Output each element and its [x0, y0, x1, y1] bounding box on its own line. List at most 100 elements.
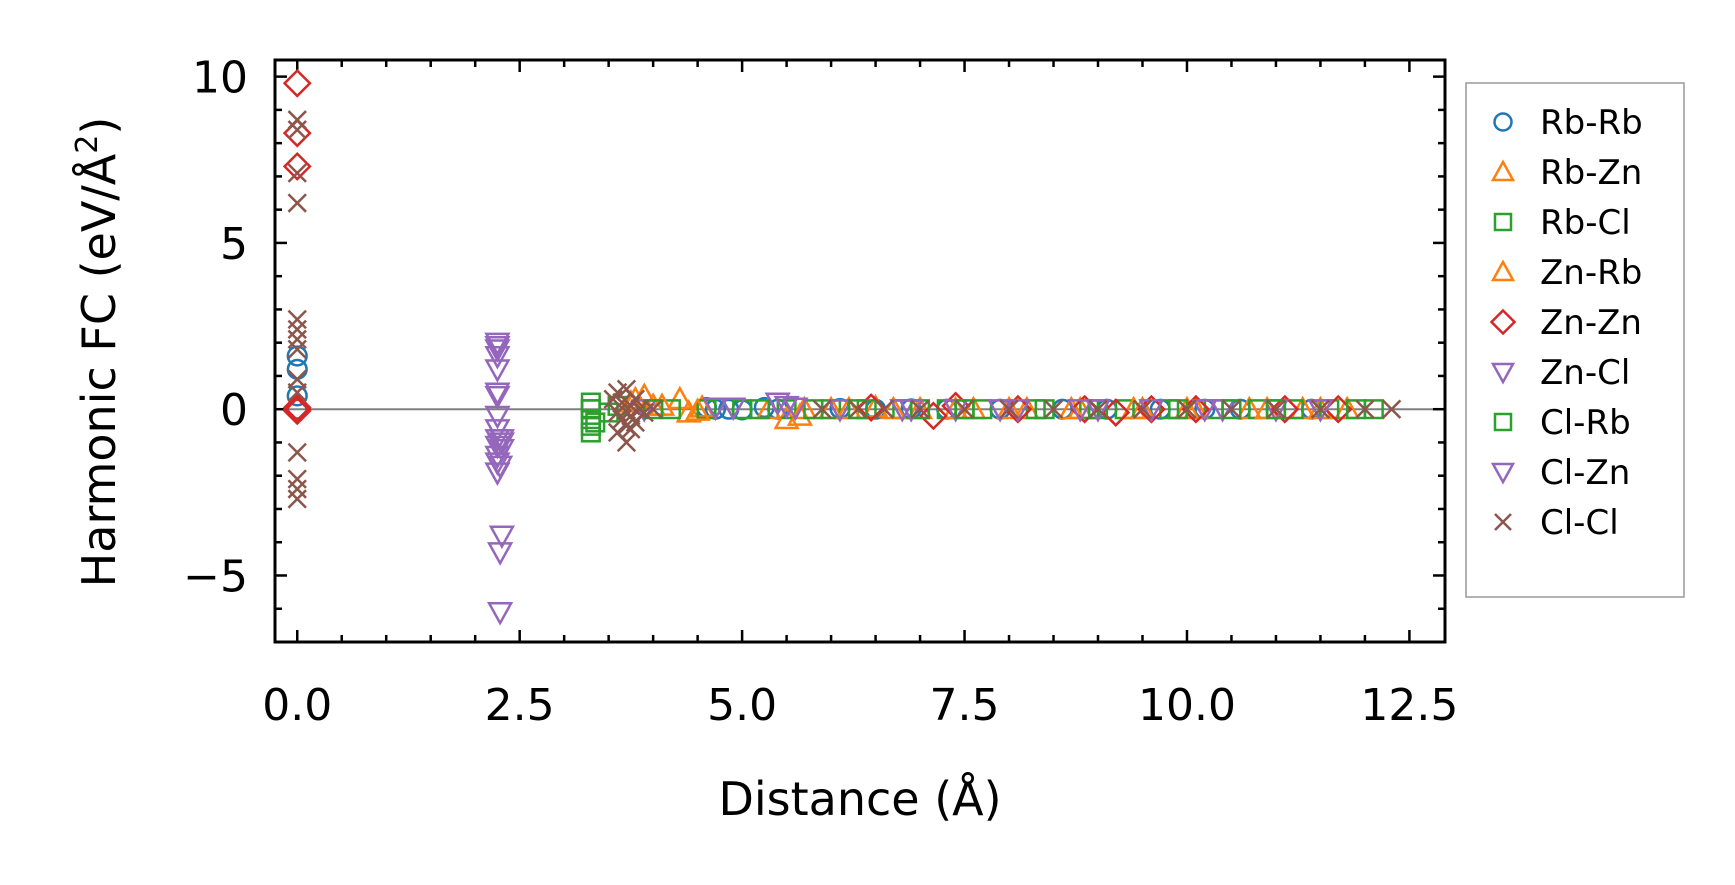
legend-marker — [1490, 362, 1516, 385]
y-axis-title-main: Harmonic FC (eV/Å — [72, 153, 126, 587]
plot-frame — [273, 58, 1447, 644]
data-point — [1177, 399, 1197, 419]
x-tick-label: 7.5 — [930, 680, 1000, 731]
data-point — [486, 542, 514, 566]
legend-marker — [1490, 259, 1516, 282]
data-point — [287, 382, 307, 403]
x-axis-title: Distance (Å) — [718, 772, 1001, 826]
data-point — [580, 399, 601, 420]
data-point — [484, 339, 511, 363]
data-point — [286, 345, 308, 367]
data-point — [287, 339, 307, 360]
series-cl-cl — [287, 110, 1402, 509]
series-rb-zn — [617, 382, 1361, 430]
data-point — [488, 429, 516, 453]
data-point — [918, 401, 948, 431]
y-tick-label: 0 — [220, 385, 248, 436]
data-point — [1182, 395, 1209, 420]
legend-marker — [1493, 412, 1513, 432]
data-point — [621, 419, 641, 439]
y-tick-label: −5 — [183, 551, 248, 602]
data-point — [999, 399, 1019, 419]
data-point — [484, 385, 511, 410]
data-point — [287, 120, 307, 140]
legend-entry: Cl-Rb — [1493, 403, 1631, 443]
data-point — [287, 110, 307, 130]
data-point — [282, 396, 312, 426]
data-point — [643, 399, 664, 420]
data-point — [1265, 399, 1287, 420]
ticks — [275, 60, 1445, 644]
series-cl-rb — [580, 399, 1367, 436]
data-point — [749, 399, 770, 420]
legend-entry: Rb-Zn — [1490, 153, 1642, 193]
data-point — [488, 432, 516, 457]
data-point — [1088, 399, 1108, 419]
x-tick-label: 0.0 — [262, 680, 332, 731]
legend-marker — [1490, 462, 1516, 485]
y-tick-label: 5 — [220, 219, 248, 270]
x-tick-label: 5.0 — [707, 680, 777, 731]
data-point — [1307, 399, 1334, 423]
data-point — [287, 469, 307, 489]
y-tick-label: 10 — [192, 53, 248, 104]
data-point — [286, 385, 308, 407]
legend-label: Rb-Rb — [1540, 103, 1643, 143]
legend-marker — [1490, 159, 1516, 182]
data-point — [782, 397, 809, 422]
data-point — [1004, 399, 1032, 423]
x-tick-label: 10.0 — [1138, 680, 1236, 731]
x-tick-label: 2.5 — [485, 680, 555, 731]
data-point — [282, 68, 312, 98]
legend: Rb-Rb Rb-Zn Rb-Cl Zn-Rb Zn-Zn Zn-Cl Cl-Rb Cl-Zn… — [1465, 82, 1685, 598]
data-point — [612, 392, 632, 413]
data-point — [1058, 395, 1085, 420]
data-point — [287, 442, 307, 463]
legend-marker — [1493, 212, 1513, 232]
markers — [282, 68, 1402, 626]
legend-frame — [1465, 82, 1685, 598]
legend-entry: Cl-Cl — [1494, 503, 1619, 543]
data-point — [995, 395, 1023, 420]
data-point — [1132, 399, 1153, 419]
data-point — [1067, 399, 1094, 423]
data-point — [720, 397, 747, 422]
legend-entry: Rb-Rb — [1493, 103, 1643, 143]
data-point — [287, 309, 307, 330]
data-point — [607, 422, 628, 443]
data-point — [1084, 399, 1112, 423]
data-point — [812, 399, 832, 419]
y-axis-title: Harmonic FC (eV/Å2) — [70, 117, 126, 588]
data-point — [1355, 399, 1375, 419]
legend-label: Rb-Cl — [1540, 203, 1631, 243]
data-point — [1221, 399, 1242, 419]
legend-label: Rb-Zn — [1540, 153, 1642, 193]
data-point — [282, 393, 312, 422]
legend-entry: Zn-Rb — [1490, 253, 1642, 293]
y-axis-title-superscript: 2 — [70, 135, 105, 154]
data-point — [954, 399, 975, 419]
data-point — [643, 399, 663, 419]
series-zn-cl — [484, 332, 1334, 626]
legend-marker — [1493, 112, 1513, 132]
data-point — [287, 193, 307, 213]
legend-label: Zn-Rb — [1540, 253, 1642, 293]
data-point — [1138, 399, 1165, 423]
data-point — [282, 152, 312, 181]
legend-entry: Zn-Zn — [1489, 303, 1642, 343]
data-point — [1221, 399, 1242, 420]
data-point — [880, 395, 907, 420]
data-point — [484, 359, 511, 383]
data-point — [910, 399, 930, 419]
x-tick-label: 12.5 — [1360, 680, 1458, 731]
legend-entries: Rb-Rb Rb-Zn Rb-Cl Zn-Rb Zn-Zn Zn-Cl Cl-Rb Cl-Zn… — [1489, 103, 1643, 543]
data-point — [1191, 399, 1218, 423]
legend-label: Cl-Cl — [1540, 503, 1619, 543]
data-point — [484, 332, 511, 357]
legend-entry: Cl-Zn — [1490, 453, 1630, 493]
data-point — [898, 399, 925, 423]
data-point — [702, 397, 729, 422]
legend-marker — [1489, 308, 1517, 336]
data-point — [1270, 394, 1300, 424]
